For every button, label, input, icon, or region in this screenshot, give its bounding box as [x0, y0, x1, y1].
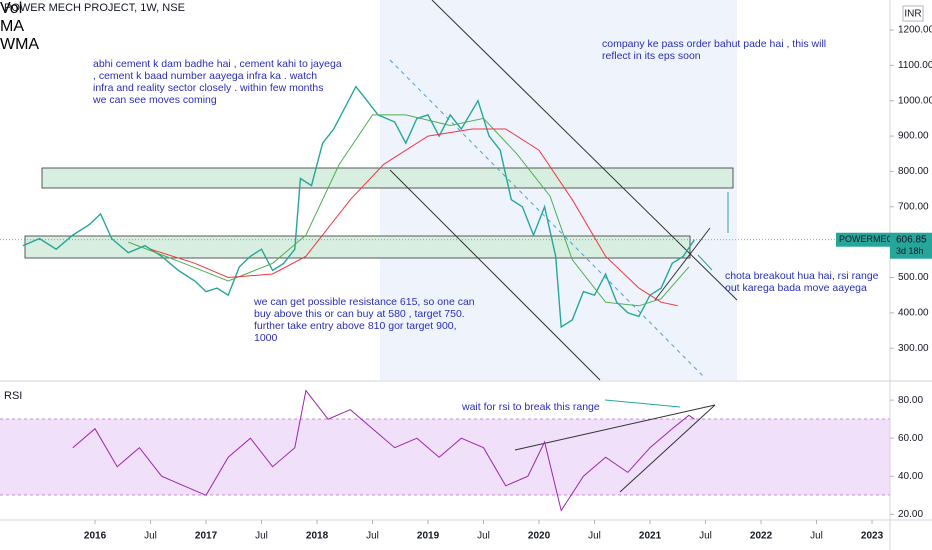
- annotation-line: chota breakout hua hai, rsi range: [725, 270, 879, 282]
- y-tick-label: 800.00: [898, 166, 929, 177]
- rsi-band: [0, 419, 890, 495]
- annotation-line: reflect in its eps soon: [602, 50, 701, 62]
- annotation-line: we can get possible resistance 615, so o…: [254, 296, 475, 308]
- x-tick-label: 2019: [417, 531, 440, 542]
- x-tick-label: 2020: [528, 531, 551, 542]
- y-tick-label: 700.00: [898, 201, 929, 212]
- annotation-line: further take entry above 810 gor target …: [254, 320, 457, 332]
- x-tick-label: 2021: [639, 531, 662, 542]
- arrow: [604, 399, 681, 408]
- support-zone: [24, 235, 691, 259]
- annotation: we can get possible resistance 615, so o…: [254, 296, 475, 344]
- y-tick-label: 400.00: [898, 307, 929, 318]
- x-tick-label: 2023: [861, 531, 884, 542]
- rsi-trend-line: [619, 404, 716, 493]
- arrow: [697, 254, 713, 271]
- y-tick-label: 60.00: [898, 433, 923, 444]
- channel-mid: [389, 59, 706, 379]
- symbol-label: POWERMECH: [839, 234, 900, 244]
- y-tick-label: 20.00: [898, 509, 923, 520]
- rsi-trend-line: [514, 404, 716, 451]
- indicator-label: WMA: [0, 36, 40, 53]
- annotation: company ke pass order bahut pade hai , t…: [602, 38, 826, 62]
- x-tick-label: Jul: [144, 531, 157, 542]
- series-line: [72, 389, 695, 512]
- channel-line: [431, 0, 738, 301]
- x-tick-label: 2017: [195, 531, 218, 542]
- x-tick-label: Jul: [699, 531, 712, 542]
- channel-line: [389, 169, 601, 381]
- x-tick-label: Jul: [588, 531, 601, 542]
- annotation: chota breakout hua hai, rsi range out kar…: [725, 270, 879, 294]
- annotation-line: we can see moves coming: [93, 94, 217, 106]
- x-tick-label: Jul: [810, 531, 823, 542]
- y-tick-label: 1200.00: [898, 25, 932, 36]
- y-tick-label: 1100.00: [898, 60, 932, 71]
- currency: INR: [904, 9, 921, 20]
- x-tick-label: Jul: [366, 531, 379, 542]
- x-tick-label: 2018: [306, 531, 329, 542]
- y-tick-label: 900.00: [898, 131, 929, 142]
- annotation-line: , cement k baad number aayega infra ka .…: [93, 70, 318, 82]
- x-tick-label: Jul: [477, 531, 490, 542]
- series-line: [150, 128, 678, 307]
- annotation-line: wait for rsi to break this range: [462, 401, 600, 413]
- last-price: 606.85: [896, 234, 927, 245]
- chart-title: POWER MECH PROJECT, 1W, NSE: [4, 2, 185, 14]
- x-tick-label: Jul: [255, 531, 268, 542]
- countdown: 3d 18h: [896, 246, 924, 256]
- rsi-label: RSI: [4, 390, 22, 402]
- indicator-list: Vol MA WMA: [0, 0, 932, 54]
- y-tick-label: 300.00: [898, 343, 929, 354]
- series-line: [128, 114, 690, 307]
- trend-line: [654, 227, 711, 301]
- y-tick-label: 80.00: [898, 395, 923, 406]
- price-tag: [890, 232, 932, 259]
- annotation: abhi cement k dam badhe hai , cement kah…: [93, 58, 342, 106]
- annotation-line: 1000: [254, 332, 278, 344]
- highlight-range: [380, 0, 737, 380]
- annotation-line: abhi cement k dam badhe hai , cement kah…: [93, 58, 342, 70]
- annotation-line: company ke pass order bahut pade hai , t…: [602, 38, 827, 50]
- symbol-tag: [836, 232, 890, 247]
- resistance-zone: [41, 167, 734, 189]
- currency-box: [902, 5, 924, 22]
- x-tick-label: 2022: [750, 531, 773, 542]
- annotation: wait for rsi to break this range: [462, 401, 600, 413]
- y-tick-label: 500.00: [898, 272, 929, 283]
- annotation-line: buy above this or can buy at 580 , targe…: [254, 308, 465, 320]
- annotation-line: out karega bada move aayega: [725, 282, 867, 294]
- annotation-line: infra and reality sector closely . withi…: [93, 82, 324, 94]
- x-tick-label: 2016: [84, 531, 107, 542]
- indicator-label: MA: [0, 18, 24, 35]
- y-tick-label: 1000.00: [898, 95, 932, 106]
- indicator-label: Vol: [0, 0, 23, 17]
- y-tick-label: 40.00: [898, 471, 923, 482]
